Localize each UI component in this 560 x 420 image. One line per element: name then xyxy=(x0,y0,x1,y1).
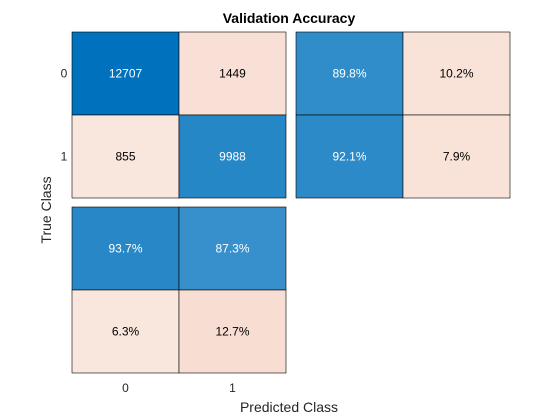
cm-cell-1-1-value: 9988 xyxy=(219,150,246,164)
cm-cell-0-1-bg xyxy=(178,31,287,116)
col-summary-cell-0-1-value: 87.3% xyxy=(215,242,249,256)
y-axis-label: True Class xyxy=(38,176,54,243)
col-summary-cell-1-0-value: 6.3% xyxy=(112,325,140,339)
row-summary-cell-1-0-value: 92.1% xyxy=(332,150,366,164)
row-summary-cell-0-1-bg xyxy=(402,31,511,116)
cm-cell-0-0-value: 12707 xyxy=(109,67,143,81)
row-summary-cell-1-1-value: 7.9% xyxy=(443,150,471,164)
chart-title: Validation Accuracy xyxy=(223,10,356,26)
cm-cell-1-1-bg xyxy=(178,114,287,199)
y-tick-label: 1 xyxy=(61,150,68,164)
cm-cell-0-0-bg xyxy=(71,31,180,116)
row-summary-cell-0-0-bg xyxy=(295,31,404,116)
x-axis-label: Predicted Class xyxy=(240,399,338,415)
col-summary-cell-1-1-bg xyxy=(178,289,287,374)
cm-cell-1-0-value: 855 xyxy=(115,150,135,164)
row-summary-cell-1-1-bg xyxy=(402,114,511,199)
x-tick-label: 1 xyxy=(229,381,236,395)
col-summary-cell-0-0-value: 93.7% xyxy=(108,242,142,256)
row-summary-cell-1-0-bg xyxy=(295,114,404,199)
col-summary-cell-0-1-bg xyxy=(178,206,287,291)
cm-cell-1-0-bg xyxy=(71,114,180,199)
x-tick-label: 0 xyxy=(122,381,129,395)
cm-cell-0-1-value: 1449 xyxy=(219,67,246,81)
y-tick-label: 0 xyxy=(61,67,68,81)
row-summary-cell-0-1-value: 10.2% xyxy=(439,67,473,81)
row-summary-cell-0-0-value: 89.8% xyxy=(332,67,366,81)
col-summary-cell-1-1-value: 12.7% xyxy=(215,325,249,339)
